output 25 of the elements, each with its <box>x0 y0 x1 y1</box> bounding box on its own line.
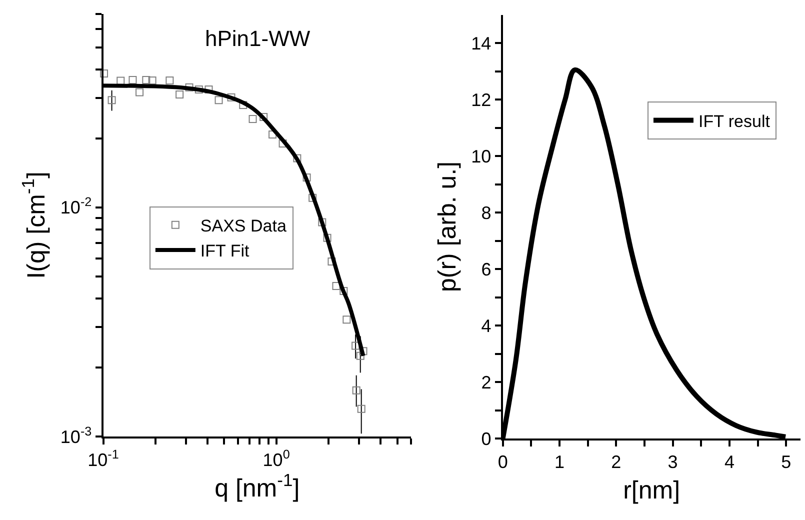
y-tick-label: 0 <box>481 428 492 449</box>
y-tick-label: 6 <box>481 259 492 280</box>
x-axis-title: r[nm] <box>623 476 680 505</box>
y-tick-label: 4 <box>481 316 492 336</box>
text: hPin1-WW <box>205 26 310 51</box>
legend-label: IFT Fit <box>200 242 250 261</box>
y-tick-label: 10$^{-2}$ <box>60 195 92 218</box>
y-tick-label: 10$^{-3}$ <box>60 424 92 447</box>
y-tick-label: 12 <box>471 90 492 110</box>
y-tick-label: 2 <box>481 372 492 392</box>
x-tick-label: 10$^{-1}$ <box>88 448 119 470</box>
x-tick-label: 3 <box>668 452 678 472</box>
x-axis-title: q [nm$^{-1}$] <box>214 470 300 503</box>
legend-label: SAXS Data <box>200 216 287 236</box>
x-tick-label: 5 <box>781 452 792 472</box>
x-tick-label: 4 <box>724 452 734 472</box>
y-axis-title: p(r) [arb. u.] <box>433 161 462 292</box>
legend-label: IFT result <box>698 112 770 131</box>
x-tick-label: 0 <box>498 452 508 472</box>
x-tick-label: 1 <box>554 452 564 472</box>
y-tick-label: 14 <box>471 33 492 54</box>
y-tick-label: 10 <box>471 146 492 166</box>
y-tick-label: 8 <box>481 202 492 223</box>
x-tick-label: 2 <box>611 452 622 472</box>
x-tick-label: 10$^{0}$ <box>262 448 290 470</box>
